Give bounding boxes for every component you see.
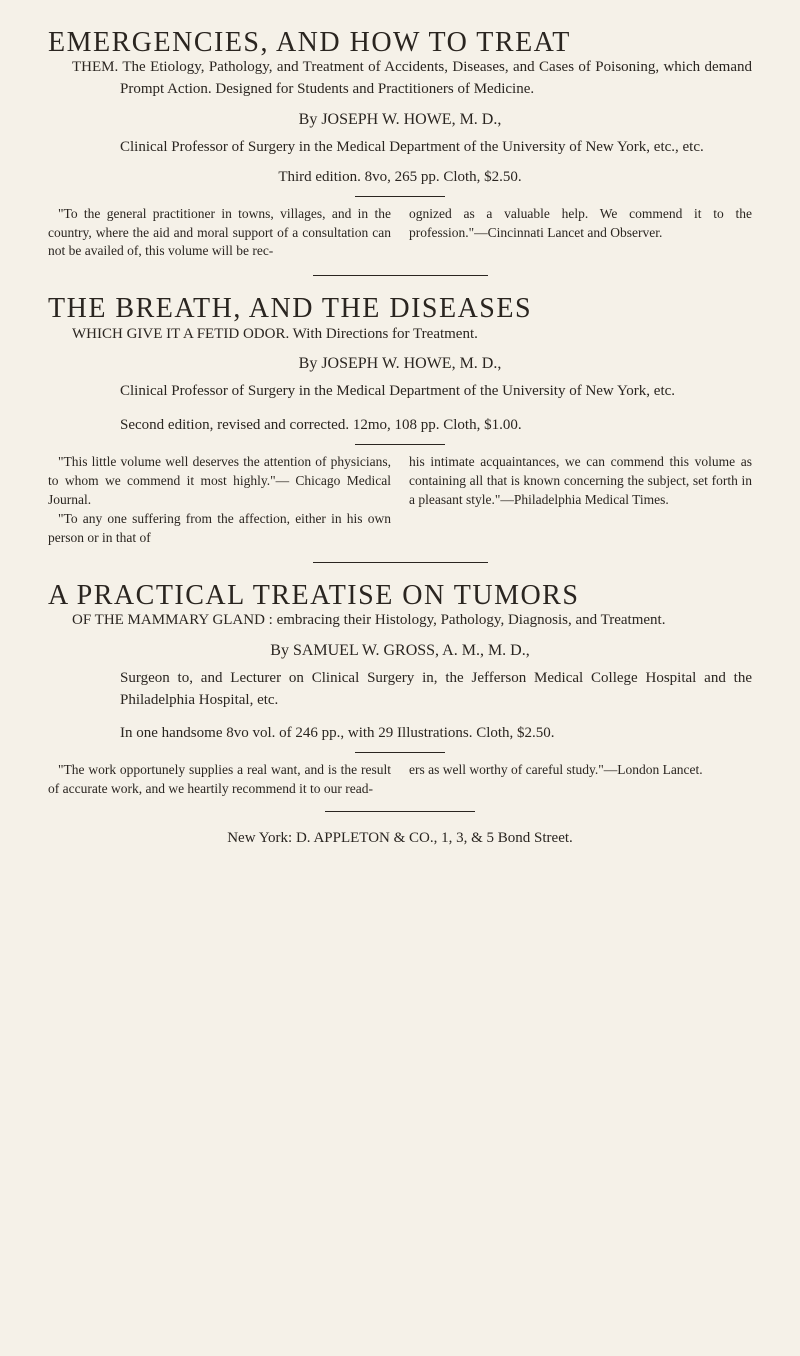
review-text: ognized as a valuable help. We commend i… — [409, 205, 752, 243]
divider-medium — [313, 562, 488, 563]
review-text: "To any one suffering from the affection… — [48, 510, 391, 548]
book3-edition: In one handsome 8vo vol. of 246 pp., wit… — [48, 725, 752, 742]
book1-author-desc: Clinical Professor of Surgery in the Med… — [48, 137, 752, 159]
book2-author-desc: Clinical Professor of Surgery in the Med… — [48, 381, 752, 403]
book1-reviews: "To the general practitioner in towns, v… — [48, 205, 752, 262]
book2-edition: Second edition, revised and corrected. 1… — [48, 417, 752, 434]
divider-short — [325, 811, 475, 812]
book2-title: THE BREATH, AND THE DISEASES — [48, 293, 532, 324]
divider-short — [355, 752, 445, 753]
book3-title: A PRACTICAL TREATISE ON TUMORS — [48, 580, 579, 611]
review-text: ers as well worthy of careful study."—Lo… — [409, 761, 752, 780]
book3-title-row: A PRACTICAL TREATISE ON TUMORS — [48, 581, 752, 610]
book1-edition: Third edition. 8vo, 265 pp. Cloth, $2.50… — [48, 169, 752, 186]
review-text: "To the general practitioner in towns, v… — [48, 205, 391, 262]
book2-review-left: "This little volume well deserves the at… — [48, 453, 391, 547]
book1-byline: By JOSEPH W. HOWE, M. D., — [48, 111, 752, 129]
divider-medium — [313, 275, 488, 276]
review-text: his intimate acquaintances, we can comme… — [409, 453, 752, 510]
book-entry-breath: THE BREATH, AND THE DISEASES WHICH GIVE … — [48, 294, 752, 562]
review-text: "The work opportunely supplies a real wa… — [48, 761, 391, 799]
divider-short — [355, 196, 445, 197]
publisher-footer: New York: D. APPLETON & CO., 1, 3, & 5 B… — [48, 830, 752, 847]
review-text: "This little volume well deserves the at… — [48, 453, 391, 510]
book2-review-right: his intimate acquaintances, we can comme… — [409, 453, 752, 547]
book3-reviews: "The work opportunely supplies a real wa… — [48, 761, 752, 799]
book1-title: EMERGENCIES, AND HOW TO TREAT — [48, 27, 571, 58]
book2-reviews: "This little volume well deserves the at… — [48, 453, 752, 547]
book3-review-left: "The work opportunely supplies a real wa… — [48, 761, 391, 799]
book2-byline: By JOSEPH W. HOWE, M. D., — [48, 355, 752, 373]
book2-title-row: THE BREATH, AND THE DISEASES — [48, 294, 752, 323]
book3-subtitle: OF THE MAMMARY GLAND : embracing their H… — [48, 610, 752, 632]
book1-title-row: EMERGENCIES, AND HOW TO TREAT — [48, 28, 752, 57]
book3-author-desc: Surgeon to, and Lecturer on Clinical Sur… — [48, 668, 752, 712]
book1-review-left: "To the general practitioner in towns, v… — [48, 205, 391, 262]
book3-review-right: ers as well worthy of careful study."—Lo… — [409, 761, 752, 799]
book3-byline: By SAMUEL W. GROSS, A. M., M. D., — [48, 642, 752, 660]
book-entry-tumors: A PRACTICAL TREATISE ON TUMORS OF THE MA… — [48, 581, 752, 812]
book1-review-right: ognized as a valuable help. We commend i… — [409, 205, 752, 262]
book-entry-emergencies: EMERGENCIES, AND HOW TO TREAT THEM. The … — [48, 28, 752, 276]
book1-subtitle: THEM. The Etiology, Pathology, and Treat… — [48, 57, 752, 101]
divider-short — [355, 444, 445, 445]
book2-subtitle: WHICH GIVE IT A FETID ODOR. With Directi… — [48, 324, 752, 346]
